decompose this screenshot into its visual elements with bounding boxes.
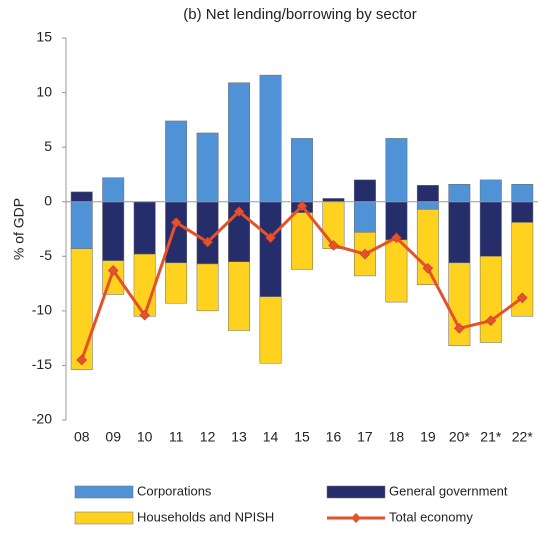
marker — [139, 309, 150, 321]
y-tick-label: -5 — [40, 247, 53, 263]
marker — [202, 236, 213, 248]
legend-label: General government — [389, 483, 508, 498]
y-tick-label: -20 — [32, 411, 52, 427]
legend-marker — [351, 513, 361, 523]
bar — [385, 239, 408, 303]
bar — [259, 74, 282, 202]
bar — [353, 201, 376, 233]
bar — [511, 184, 534, 202]
bar — [479, 201, 502, 257]
bar — [133, 201, 156, 255]
x-tick-label: 21* — [480, 429, 502, 445]
marker — [422, 262, 434, 274]
x-tick-label: 13 — [231, 429, 247, 445]
bar — [196, 263, 219, 312]
marker — [265, 232, 276, 244]
bar — [511, 222, 534, 317]
legend-swatch — [74, 511, 134, 525]
x-tick-label: 18 — [389, 429, 405, 445]
bar — [385, 138, 408, 202]
bar — [479, 256, 502, 343]
x-tick-label: 09 — [105, 429, 121, 445]
legend-label: Corporations — [137, 483, 212, 498]
bar — [70, 248, 93, 371]
x-tick-label: 08 — [74, 429, 90, 445]
bar — [416, 185, 439, 202]
marker — [328, 240, 339, 251]
legend-label: Households and NPISH — [137, 509, 274, 524]
bar — [70, 191, 93, 202]
marker — [391, 232, 402, 244]
bar — [416, 201, 439, 210]
bar — [448, 201, 471, 264]
marker — [233, 206, 245, 217]
bar — [416, 209, 439, 285]
marker — [107, 265, 119, 276]
x-tick-label: 19 — [420, 429, 436, 445]
marker — [296, 200, 308, 212]
marker — [454, 323, 465, 334]
legend-swatch — [74, 485, 134, 499]
bar — [353, 179, 376, 202]
bar — [165, 120, 188, 202]
bar — [511, 201, 534, 223]
bar — [479, 179, 502, 202]
bar — [70, 201, 93, 249]
bar — [102, 201, 125, 261]
marker — [76, 354, 88, 366]
bar — [291, 212, 313, 270]
x-tick-label: 16 — [326, 429, 342, 445]
bar — [102, 177, 125, 202]
x-tick-label: 15 — [294, 429, 310, 445]
x-tick-label: 10 — [137, 429, 153, 445]
x-tick-label: 11 — [169, 429, 184, 445]
x-tick-label: 14 — [263, 429, 279, 445]
x-tick-label: 17 — [357, 429, 373, 445]
bar — [291, 138, 313, 202]
x-tick-label: 20* — [449, 429, 471, 445]
bar — [448, 184, 471, 202]
bar — [165, 262, 188, 304]
chart-title: (b) Net lending/borrowing by sector — [183, 6, 416, 23]
bar — [165, 201, 188, 264]
bar — [228, 82, 251, 202]
y-tick-label: -15 — [32, 356, 52, 372]
legend-label: Total economy — [389, 509, 473, 524]
y-tick-label: 0 — [44, 192, 52, 208]
bar — [228, 261, 251, 331]
bar — [448, 262, 471, 347]
bar — [259, 296, 282, 364]
bar — [259, 201, 282, 297]
y-axis-label: % of GDP — [11, 198, 27, 260]
y-tick-label: 10 — [36, 83, 52, 99]
marker — [359, 248, 371, 260]
y-tick-label: 15 — [36, 29, 52, 45]
x-tick-label: 22* — [512, 429, 534, 445]
y-tick-label: 5 — [44, 138, 52, 154]
legend-swatch — [326, 485, 386, 499]
marker — [485, 315, 497, 326]
marker — [170, 217, 182, 228]
marker — [516, 292, 528, 304]
bar — [196, 132, 219, 202]
x-tick-label: 12 — [200, 429, 216, 445]
y-tick-label: -10 — [32, 302, 52, 318]
